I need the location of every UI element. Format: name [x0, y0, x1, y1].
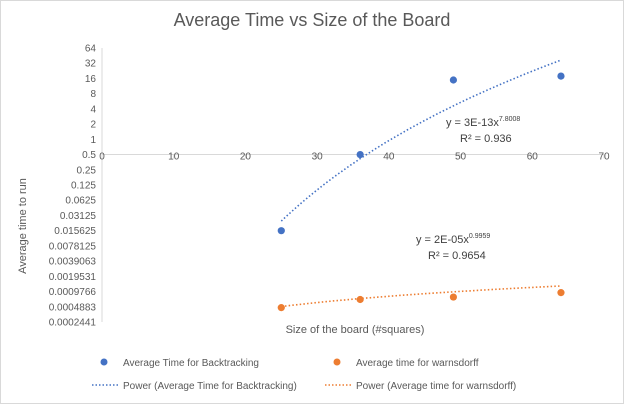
point-warnsdorff — [277, 304, 285, 312]
trendlines — [280, 59, 562, 308]
y-tick-label: 0.0009766 — [49, 287, 97, 298]
y-tick-label: 1 — [90, 135, 96, 146]
x-tick-label: 50 — [455, 152, 467, 163]
y-tick-label: 0.0039063 — [49, 257, 97, 268]
legend-label-backtracking: Average Time for Backtracking — [123, 358, 259, 369]
point-backtracking — [449, 76, 457, 84]
legend-label-power-backtracking: Power (Average Time for Backtracking) — [123, 381, 297, 392]
y-axis-ticks: 64 32 16 8 4 2 1 0.5 0.25 0.125 0.0625 0.03125 0.015… — [49, 44, 97, 329]
x-tick-label: 40 — [383, 152, 395, 163]
y-tick-label: 2 — [90, 120, 96, 131]
y-tick-label: 0.0019531 — [49, 272, 97, 283]
y-tick-label: 0.0002441 — [49, 318, 97, 329]
x-tick-label: 70 — [598, 152, 610, 163]
y-tick-label: 8 — [90, 89, 96, 100]
point-backtracking — [356, 150, 364, 159]
y-tick-label: 16 — [85, 74, 97, 85]
y-tick-label: 0.5 — [82, 150, 96, 161]
trendline-r2-backtracking: R² = 0.936 — [460, 133, 512, 145]
y-tick-label: 4 — [90, 104, 96, 115]
legend-marker-warnsdorff — [333, 358, 341, 366]
x-axis-title: Size of the board (#squares) — [286, 324, 425, 336]
point-backtracking — [557, 72, 565, 80]
point-warnsdorff — [449, 293, 457, 301]
y-axis-title: Average time to run — [17, 178, 29, 274]
legend-label-warnsdorff: Average time for warnsdorff — [356, 358, 479, 369]
x-axis: 0 10 20 30 40 50 60 70 — [99, 48, 610, 322]
x-tick-label: 30 — [312, 152, 324, 163]
y-tick-label: 0.015625 — [54, 226, 96, 237]
trendline-equation-warnsdorff: y = 2E-05x0.9959 — [416, 233, 490, 246]
trendline-r2-warnsdorff: R² = 0.9654 — [428, 250, 486, 262]
y-tick-label: 32 — [85, 59, 97, 70]
y-tick-label: 0.03125 — [60, 211, 97, 222]
y-tick-label: 0.0625 — [65, 196, 96, 207]
trendline-backtracking — [280, 59, 562, 222]
point-backtracking — [277, 227, 285, 235]
x-tick-label: 20 — [240, 152, 252, 163]
x-tick-label: 0 — [99, 152, 105, 163]
legend: Average Time for Backtracking Average ti… — [92, 358, 516, 392]
point-warnsdorff — [557, 289, 565, 297]
y-tick-label: 0.0078125 — [49, 241, 97, 252]
y-tick-label: 0.125 — [71, 180, 96, 191]
trendline-warnsdorff — [281, 285, 562, 308]
y-tick-label: 0.0004883 — [49, 302, 97, 313]
legend-marker-backtracking — [100, 358, 108, 366]
legend-label-power-warnsdorff: Power (Average time for warnsdorff) — [356, 381, 516, 392]
data-points — [277, 72, 565, 312]
y-tick-label: 64 — [85, 44, 97, 55]
y-tick-label: 0.25 — [77, 165, 97, 176]
x-tick-label: 60 — [527, 152, 539, 163]
point-warnsdorff — [356, 295, 364, 304]
x-tick-label: 10 — [168, 152, 180, 163]
chart-title: Average Time vs Size of the Board — [173, 10, 451, 30]
trendline-equation-backtracking: y = 3E-13x7.8008 — [446, 116, 520, 129]
